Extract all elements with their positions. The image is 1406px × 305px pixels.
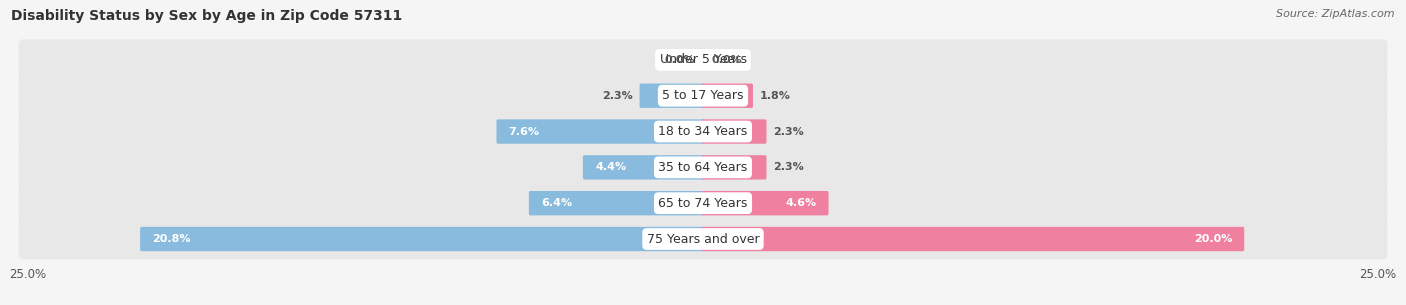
Text: 20.0%: 20.0% <box>1194 234 1232 244</box>
FancyBboxPatch shape <box>529 191 704 215</box>
Text: 5 to 17 Years: 5 to 17 Years <box>662 89 744 102</box>
Text: 4.4%: 4.4% <box>595 162 626 172</box>
FancyBboxPatch shape <box>18 111 1388 152</box>
FancyBboxPatch shape <box>583 155 704 180</box>
Text: 75 Years and over: 75 Years and over <box>647 232 759 246</box>
Text: 2.3%: 2.3% <box>773 127 804 137</box>
FancyBboxPatch shape <box>18 147 1388 188</box>
FancyBboxPatch shape <box>141 227 704 251</box>
FancyBboxPatch shape <box>702 227 1244 251</box>
Text: 4.6%: 4.6% <box>786 198 817 208</box>
FancyBboxPatch shape <box>702 191 828 215</box>
FancyBboxPatch shape <box>496 119 704 144</box>
FancyBboxPatch shape <box>702 119 766 144</box>
Text: Under 5 Years: Under 5 Years <box>659 53 747 66</box>
Text: 6.4%: 6.4% <box>541 198 572 208</box>
Text: 65 to 74 Years: 65 to 74 Years <box>658 197 748 210</box>
FancyBboxPatch shape <box>18 183 1388 224</box>
Text: 18 to 34 Years: 18 to 34 Years <box>658 125 748 138</box>
Text: 35 to 64 Years: 35 to 64 Years <box>658 161 748 174</box>
FancyBboxPatch shape <box>702 155 766 180</box>
Text: Disability Status by Sex by Age in Zip Code 57311: Disability Status by Sex by Age in Zip C… <box>11 9 402 23</box>
Text: 20.8%: 20.8% <box>152 234 191 244</box>
Text: 0.0%: 0.0% <box>711 55 742 65</box>
Text: 7.6%: 7.6% <box>509 127 540 137</box>
Text: 0.0%: 0.0% <box>664 55 695 65</box>
Text: 2.3%: 2.3% <box>602 91 633 101</box>
Text: 2.3%: 2.3% <box>773 162 804 172</box>
FancyBboxPatch shape <box>702 84 754 108</box>
Text: 1.8%: 1.8% <box>759 91 790 101</box>
FancyBboxPatch shape <box>18 219 1388 260</box>
Text: Source: ZipAtlas.com: Source: ZipAtlas.com <box>1277 9 1395 19</box>
FancyBboxPatch shape <box>18 39 1388 80</box>
FancyBboxPatch shape <box>640 84 704 108</box>
FancyBboxPatch shape <box>18 75 1388 116</box>
